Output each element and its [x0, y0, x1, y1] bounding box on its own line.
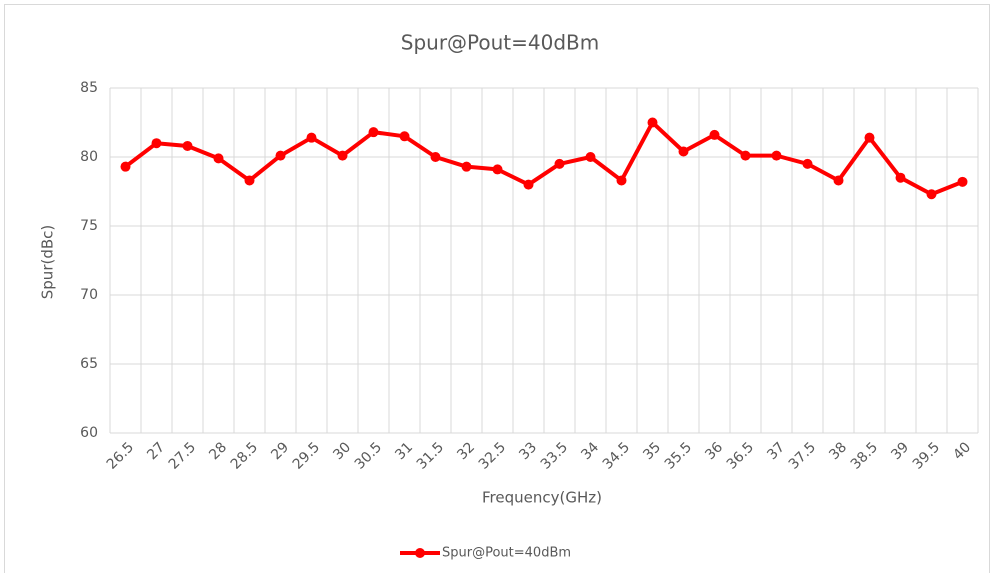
y-tick-label: 65	[80, 356, 98, 372]
data-point	[337, 150, 348, 161]
series-line	[124, 120, 964, 197]
data-point	[368, 127, 379, 138]
data-point	[275, 150, 286, 161]
y-tick-label: 80	[80, 149, 98, 165]
data-point	[926, 189, 937, 200]
data-point	[957, 176, 968, 187]
data-point	[554, 158, 565, 169]
data-point	[895, 172, 906, 183]
data-point	[864, 132, 875, 143]
data-point	[151, 138, 162, 149]
data-point	[120, 161, 131, 172]
data-point	[740, 150, 751, 161]
data-point	[771, 150, 782, 161]
data-point	[182, 140, 193, 151]
data-point	[461, 161, 472, 172]
data-point	[616, 175, 627, 186]
data-point	[492, 164, 503, 175]
data-point	[833, 175, 844, 186]
legend-marker	[415, 548, 425, 558]
y-tick-label: 60	[80, 425, 98, 441]
data-point	[802, 158, 813, 169]
data-point	[585, 152, 596, 162]
legend-label: Spur@Pout=40dBm	[442, 546, 571, 561]
chart-title: Spur@Pout=40dBm	[401, 31, 600, 55]
x-axis-label: Frequency(GHz)	[482, 489, 602, 507]
y-axis-label: Spur(dBc)	[39, 225, 57, 299]
data-point	[709, 129, 720, 140]
y-tick-label: 75	[80, 218, 98, 234]
data-point	[244, 175, 255, 186]
data-point	[647, 117, 658, 128]
data-point	[306, 132, 317, 143]
data-point	[523, 179, 534, 190]
y-tick-label: 70	[80, 287, 98, 303]
y-tick-label: 85	[80, 80, 98, 96]
data-point	[399, 131, 410, 142]
data-point	[213, 153, 224, 164]
chart-border	[4, 4, 990, 573]
data-point	[678, 146, 689, 157]
data-point	[430, 152, 441, 162]
